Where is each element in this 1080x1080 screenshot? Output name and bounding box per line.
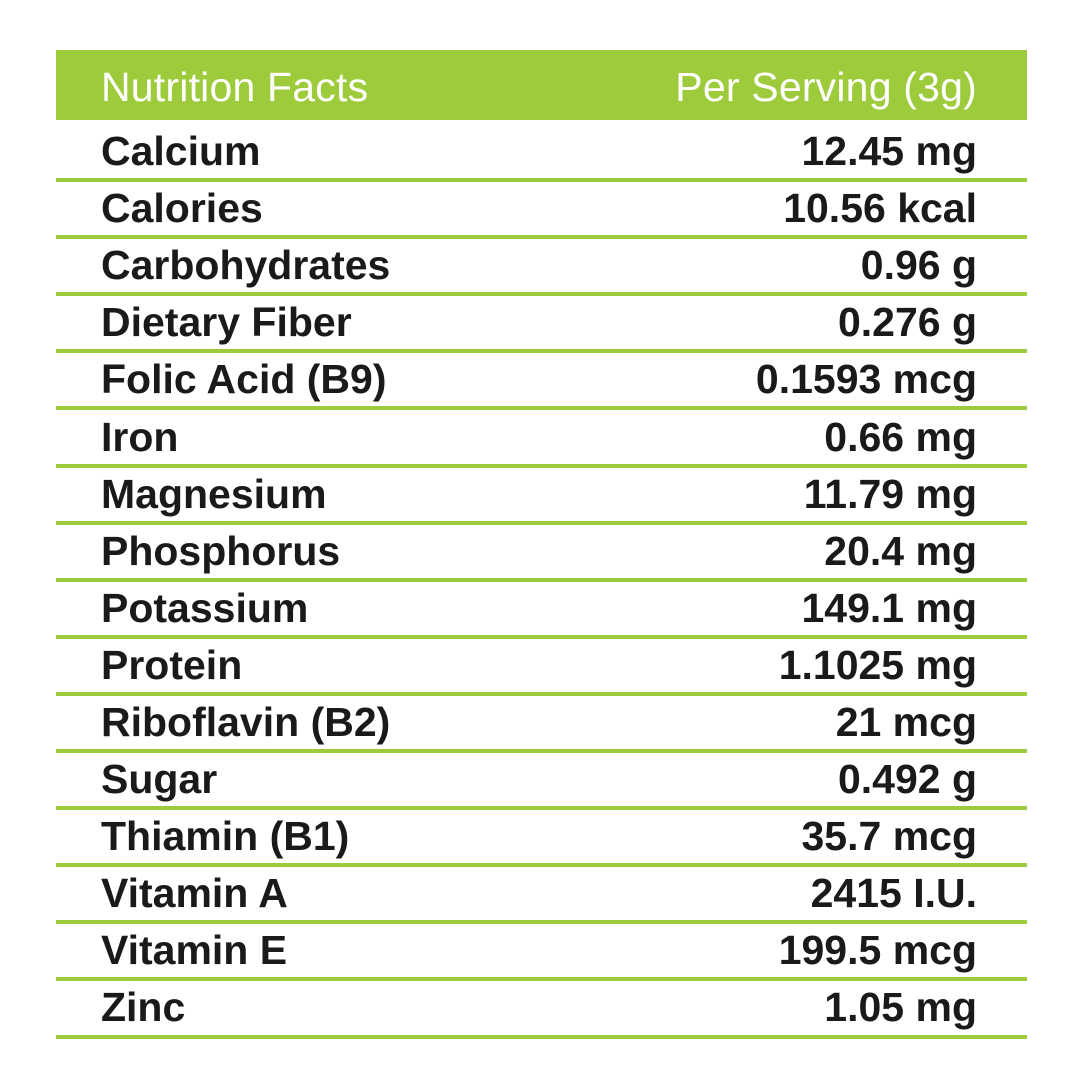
header-title: Nutrition Facts xyxy=(101,63,369,110)
table-row: Folic Acid (B9) 0.1593 mcg xyxy=(56,353,1027,411)
nutrient-name: Iron xyxy=(101,413,179,460)
nutrient-name: Dietary Fiber xyxy=(101,299,352,346)
nutrient-value: 149.1 mg xyxy=(801,584,978,631)
table-row: Vitamin A 2415 I.U. xyxy=(56,867,1027,925)
nutrient-name: Zinc xyxy=(101,984,186,1031)
nutrient-value: 0.1593 mcg xyxy=(755,356,977,403)
nutrient-value: 1.1025 mg xyxy=(778,641,977,688)
table-row: Riboflavin (B2) 21 mcg xyxy=(56,696,1027,754)
nutrient-value: 21 mcg xyxy=(835,698,977,745)
nutrient-name: Protein xyxy=(101,641,243,688)
nutrient-value: 10.56 kcal xyxy=(783,185,977,232)
table-row: Calories 10.56 kcal xyxy=(56,182,1027,240)
nutrient-name: Phosphorus xyxy=(101,527,341,574)
table-header: Nutrition Facts Per Serving (3g) xyxy=(56,50,1027,120)
nutrient-value: 2415 I.U. xyxy=(810,870,977,917)
table-row: Magnesium 11.79 mg xyxy=(56,468,1027,525)
nutrient-name: Calories xyxy=(101,185,263,232)
table-row: Zinc 1.05 mg xyxy=(56,981,1027,1039)
nutrition-facts-table: Nutrition Facts Per Serving (3g) Calcium… xyxy=(56,50,1027,1039)
table-row: Vitamin E 199.5 mcg xyxy=(56,924,1027,982)
table-row: Thiamin (B1) 35.7 mcg xyxy=(56,810,1027,868)
nutrient-name: Riboflavin (B2) xyxy=(101,698,391,745)
table-row: Dietary Fiber 0.276 g xyxy=(56,296,1027,354)
nutrient-value: 0.492 g xyxy=(837,756,977,803)
nutrient-value: 35.7 mcg xyxy=(801,813,978,860)
table-row: Protein 1.1025 mg xyxy=(56,639,1027,696)
nutrient-value: 0.96 g xyxy=(860,242,977,289)
nutrient-name: Potassium xyxy=(101,584,309,631)
table-row: Iron 0.66 mg xyxy=(56,410,1027,468)
nutrient-value: 0.276 g xyxy=(837,299,977,346)
table-row: Potassium 149.1 mg xyxy=(56,582,1027,639)
nutrient-value: 199.5 mcg xyxy=(778,927,977,974)
table-row: Phosphorus 20.4 mg xyxy=(56,525,1027,582)
nutrient-value: 20.4 mg xyxy=(824,527,977,574)
nutrient-name: Folic Acid (B9) xyxy=(101,356,387,403)
nutrient-value: 0.66 mg xyxy=(824,413,977,460)
nutrient-value: 12.45 mg xyxy=(801,128,978,175)
nutrient-value: 1.05 mg xyxy=(824,984,977,1031)
table-row: Carbohydrates 0.96 g xyxy=(56,239,1027,297)
header-serving: Per Serving (3g) xyxy=(675,63,977,110)
table-row: Sugar 0.492 g xyxy=(56,753,1027,811)
nutrient-name: Sugar xyxy=(101,756,218,803)
nutrient-name: Thiamin (B1) xyxy=(101,813,350,860)
nutrient-name: Carbohydrates xyxy=(101,242,391,289)
nutrient-value: 11.79 mg xyxy=(803,470,977,517)
table-row: Calcium 12.45 mg xyxy=(56,125,1027,183)
nutrient-name: Magnesium xyxy=(101,470,327,517)
nutrient-name: Vitamin A xyxy=(101,870,288,917)
nutrient-name: Calcium xyxy=(101,128,261,175)
nutrient-name: Vitamin E xyxy=(101,927,288,974)
nutrient-rows: Calcium 12.45 mg Calories 10.56 kcal Car… xyxy=(56,125,1027,1039)
